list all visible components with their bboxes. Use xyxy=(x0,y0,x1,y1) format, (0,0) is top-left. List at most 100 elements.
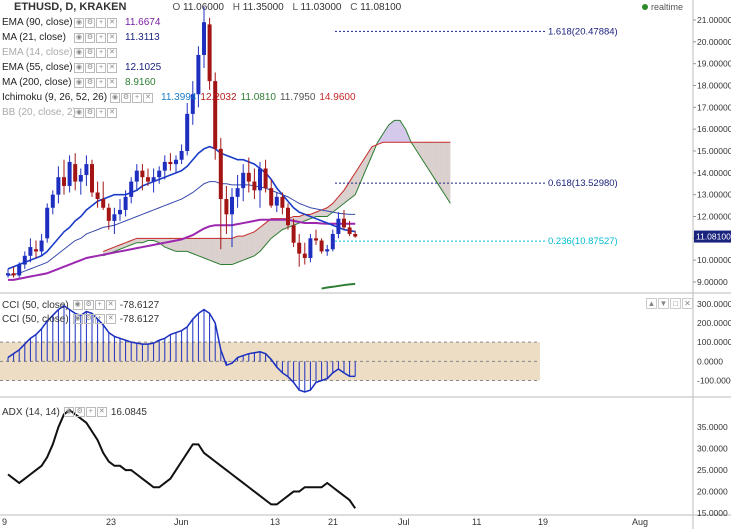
eye-icon[interactable]: ◉ xyxy=(72,314,83,324)
indicator-name: Ichimoku (9, 26, 52, 26) xyxy=(2,92,108,103)
candle-body xyxy=(224,199,229,215)
close-icon[interactable]: ✕ xyxy=(107,107,117,118)
candle-body xyxy=(45,207,50,239)
candle-body xyxy=(202,22,206,55)
add-icon[interactable]: + xyxy=(96,47,106,58)
indicator-row[interactable]: EMA (55, close) ◉ ⚙ + ✕ 12.1025 xyxy=(2,60,356,75)
indicator-name: CCI (50, close) xyxy=(2,313,69,325)
settings-icon[interactable]: ⚙ xyxy=(85,17,95,28)
price-tick-label: 9.00000 xyxy=(697,277,728,287)
eye-icon[interactable]: ◉ xyxy=(74,32,84,43)
ichimoku-cloud-segment xyxy=(187,238,193,254)
settings-icon[interactable]: ⚙ xyxy=(85,32,95,43)
candle-body xyxy=(325,249,330,252)
settings-icon[interactable]: ⚙ xyxy=(85,47,95,58)
close-icon[interactable]: ✕ xyxy=(107,17,117,28)
settings-icon[interactable]: ⚙ xyxy=(85,107,95,118)
close-icon[interactable]: ✕ xyxy=(143,92,153,103)
add-icon[interactable]: + xyxy=(96,17,106,28)
candle-body xyxy=(157,170,162,178)
price-tick-label: 13.00000 xyxy=(697,190,731,200)
ichimoku-cloud-segment xyxy=(248,231,255,258)
indicator-row[interactable]: CCI (50, close) ◉ ⚙ + ✕ -78.6127 xyxy=(2,312,159,326)
candle-body xyxy=(151,177,156,182)
indicator-value: 8.9160 xyxy=(125,77,156,88)
ichimoku-cloud-segment xyxy=(355,164,361,195)
indicator-row[interactable]: MA (21, close) ◉ ⚙ + ✕ 11.3113 xyxy=(2,30,356,45)
eye-icon[interactable]: ◉ xyxy=(110,92,120,103)
price-tick-label: 14.00000 xyxy=(697,168,731,178)
add-icon[interactable]: + xyxy=(85,407,96,417)
close-icon[interactable]: ✕ xyxy=(105,314,116,324)
close-icon[interactable]: ✕ xyxy=(96,407,107,417)
settings-icon[interactable]: ⚙ xyxy=(74,407,85,417)
add-icon[interactable]: + xyxy=(94,300,105,310)
indicator-row[interactable]: MA (200, close) ◉ ⚙ + ✕ 8.9160 xyxy=(2,75,356,90)
cci-tick-label: 200.0000 xyxy=(697,318,731,328)
eye-icon[interactable]: ◉ xyxy=(72,300,83,310)
move-down-icon[interactable]: ▼ xyxy=(658,298,669,309)
indicator-row[interactable]: EMA (14, close) ◉ ⚙ + ✕ xyxy=(2,45,356,60)
add-icon[interactable]: + xyxy=(96,32,106,43)
close-icon[interactable]: ✕ xyxy=(107,32,117,43)
close-icon[interactable]: ✕ xyxy=(105,300,116,310)
settings-icon[interactable]: ⚙ xyxy=(121,92,131,103)
close-icon[interactable]: ✕ xyxy=(107,62,117,73)
indicator-row[interactable]: CCI (50, close) ◉ ⚙ + ✕ -78.6127 xyxy=(2,298,159,312)
indicator-row[interactable]: Ichimoku (9, 26, 52, 26) ◉ ⚙ + ✕ 11.3994 12.20… xyxy=(2,90,356,105)
indicator-buttons: ◉ ⚙ + ✕ xyxy=(74,77,117,88)
candle-body xyxy=(213,81,218,149)
indicator-value: 11.3994 xyxy=(161,92,197,103)
close-icon[interactable]: ✕ xyxy=(107,77,117,88)
move-up-icon[interactable]: ▲ xyxy=(646,298,657,309)
add-icon[interactable]: + xyxy=(96,107,106,118)
candle-body xyxy=(112,214,117,221)
ichimoku-cloud-segment xyxy=(198,238,204,258)
candle-body xyxy=(196,54,201,95)
candle-body xyxy=(174,159,178,165)
eye-icon[interactable]: ◉ xyxy=(63,407,74,417)
ichimoku-cloud-segment xyxy=(444,142,451,204)
ichimoku-cloud-segment xyxy=(260,223,266,252)
symbol-title[interactable]: ETHUSD, D, KRAKEN xyxy=(14,1,127,13)
cci-legend: CCI (50, close) ◉ ⚙ + ✕ -78.6127 CCI (50, clos… xyxy=(2,298,159,326)
indicator-row[interactable]: ADX (14, 14) ◉ ⚙ + ✕ 16.0845 xyxy=(2,405,147,419)
ichimoku-cloud-segment xyxy=(243,233,249,261)
candle-body xyxy=(39,240,44,252)
realtime-dot-icon xyxy=(641,4,648,10)
eye-icon[interactable]: ◉ xyxy=(74,62,84,73)
add-icon[interactable]: + xyxy=(132,92,142,103)
maximize-icon[interactable]: □ xyxy=(670,298,681,309)
settings-icon[interactable]: ⚙ xyxy=(83,300,94,310)
candle-body xyxy=(246,172,251,182)
ichimoku-cloud-segment xyxy=(142,238,148,243)
settings-icon[interactable]: ⚙ xyxy=(83,314,94,324)
candle-body xyxy=(50,194,55,208)
ichimoku-cloud-segment xyxy=(428,142,434,178)
close-icon[interactable]: ✕ xyxy=(682,298,693,309)
candle-body xyxy=(134,170,139,182)
ichimoku-span-b xyxy=(103,141,451,252)
add-icon[interactable]: + xyxy=(94,314,105,324)
price-tick-label: 18.00000 xyxy=(697,81,731,91)
add-icon[interactable]: + xyxy=(96,62,106,73)
indicator-row[interactable]: EMA (90, close) ◉ ⚙ + ✕ 11.6674 xyxy=(2,15,356,30)
settings-icon[interactable]: ⚙ xyxy=(85,62,95,73)
ichimoku-cloud-segment xyxy=(360,155,367,182)
close-icon[interactable]: ✕ xyxy=(107,47,117,58)
price-tick-label: 16.00000 xyxy=(697,124,731,134)
indicator-buttons: ◉ ⚙ + ✕ xyxy=(72,314,116,324)
add-icon[interactable]: + xyxy=(96,77,106,88)
eye-icon[interactable]: ◉ xyxy=(74,17,84,28)
candle-body xyxy=(129,181,134,197)
ichimoku-cloud-segment xyxy=(220,238,227,265)
indicator-buttons: ◉ ⚙ + ✕ xyxy=(74,47,117,58)
settings-icon[interactable]: ⚙ xyxy=(85,77,95,88)
eye-icon[interactable]: ◉ xyxy=(74,107,84,118)
eye-icon[interactable]: ◉ xyxy=(74,47,84,58)
eye-icon[interactable]: ◉ xyxy=(74,77,84,88)
indicator-row[interactable]: BB (20, close, 2) ◉ ⚙ + ✕ xyxy=(2,105,356,120)
candle-body xyxy=(336,218,341,234)
indicator-name: CCI (50, close) xyxy=(2,299,69,311)
